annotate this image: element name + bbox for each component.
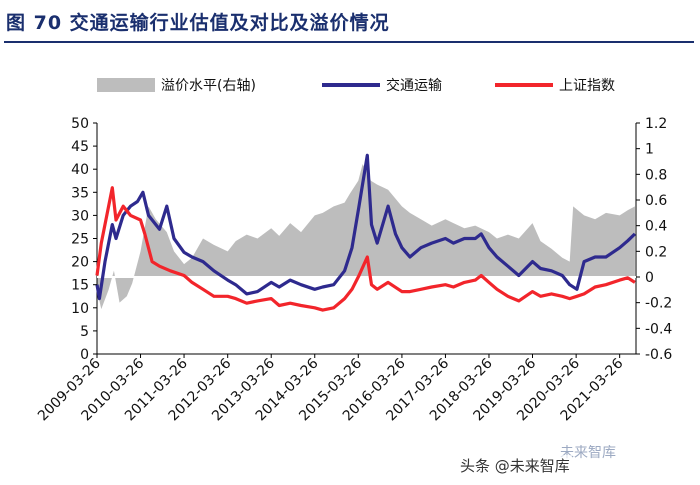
right-tick-label-1: -0.4 — [645, 321, 672, 337]
legend: 溢价水平(右轴) 交通运输 上证指数 — [97, 77, 615, 94]
series-line-2 — [95, 186, 636, 312]
title-rule — [4, 41, 694, 43]
left-tick-label-8: 40 — [71, 162, 89, 178]
left-tick-label-0: 0 — [80, 347, 89, 363]
watermark: 未来智库 — [560, 445, 616, 461]
right-tick-label-5: 0.4 — [645, 219, 667, 235]
left-tick-label-6: 30 — [71, 208, 89, 224]
left-tick-label-3: 15 — [71, 278, 89, 294]
right-tick-label-6: 0.6 — [645, 193, 667, 209]
right-tick-label-8: 1 — [645, 142, 654, 158]
left-tick-label-9: 45 — [71, 139, 89, 155]
series-line-1 — [95, 153, 637, 301]
right-tick-label-3: 0 — [645, 270, 654, 286]
legend-label-2: 上证指数 — [559, 78, 615, 94]
right-tick-label-0: -0.6 — [645, 347, 672, 363]
left-tick-label-7: 35 — [71, 185, 89, 201]
left-tick-label-10: 50 — [71, 116, 89, 132]
watermark-toutiao: 头条 @未来智库 — [458, 455, 572, 476]
premium-area-layer — [97, 164, 635, 310]
legend-label-1: 交通运输 — [386, 77, 442, 94]
legend-swatch-0 — [97, 78, 155, 92]
left-tick-label-4: 20 — [71, 255, 89, 271]
right-tick-label-9: 1.2 — [645, 116, 667, 132]
left-tick-label-1: 5 — [80, 324, 89, 340]
right-tick-label-4: 0.2 — [645, 244, 667, 260]
right-tick-label-2: -0.2 — [645, 296, 672, 312]
left-tick-label-2: 10 — [71, 301, 89, 317]
left-tick-label-5: 25 — [71, 232, 89, 248]
premium-area — [97, 164, 635, 310]
legend-label-0: 溢价水平(右轴) — [161, 78, 256, 94]
lines-layer — [95, 153, 637, 312]
chart-title: 图 70 交通运输行业估值及对比及溢价情况 — [6, 12, 390, 34]
right-tick-label-7: 0.8 — [645, 167, 667, 183]
